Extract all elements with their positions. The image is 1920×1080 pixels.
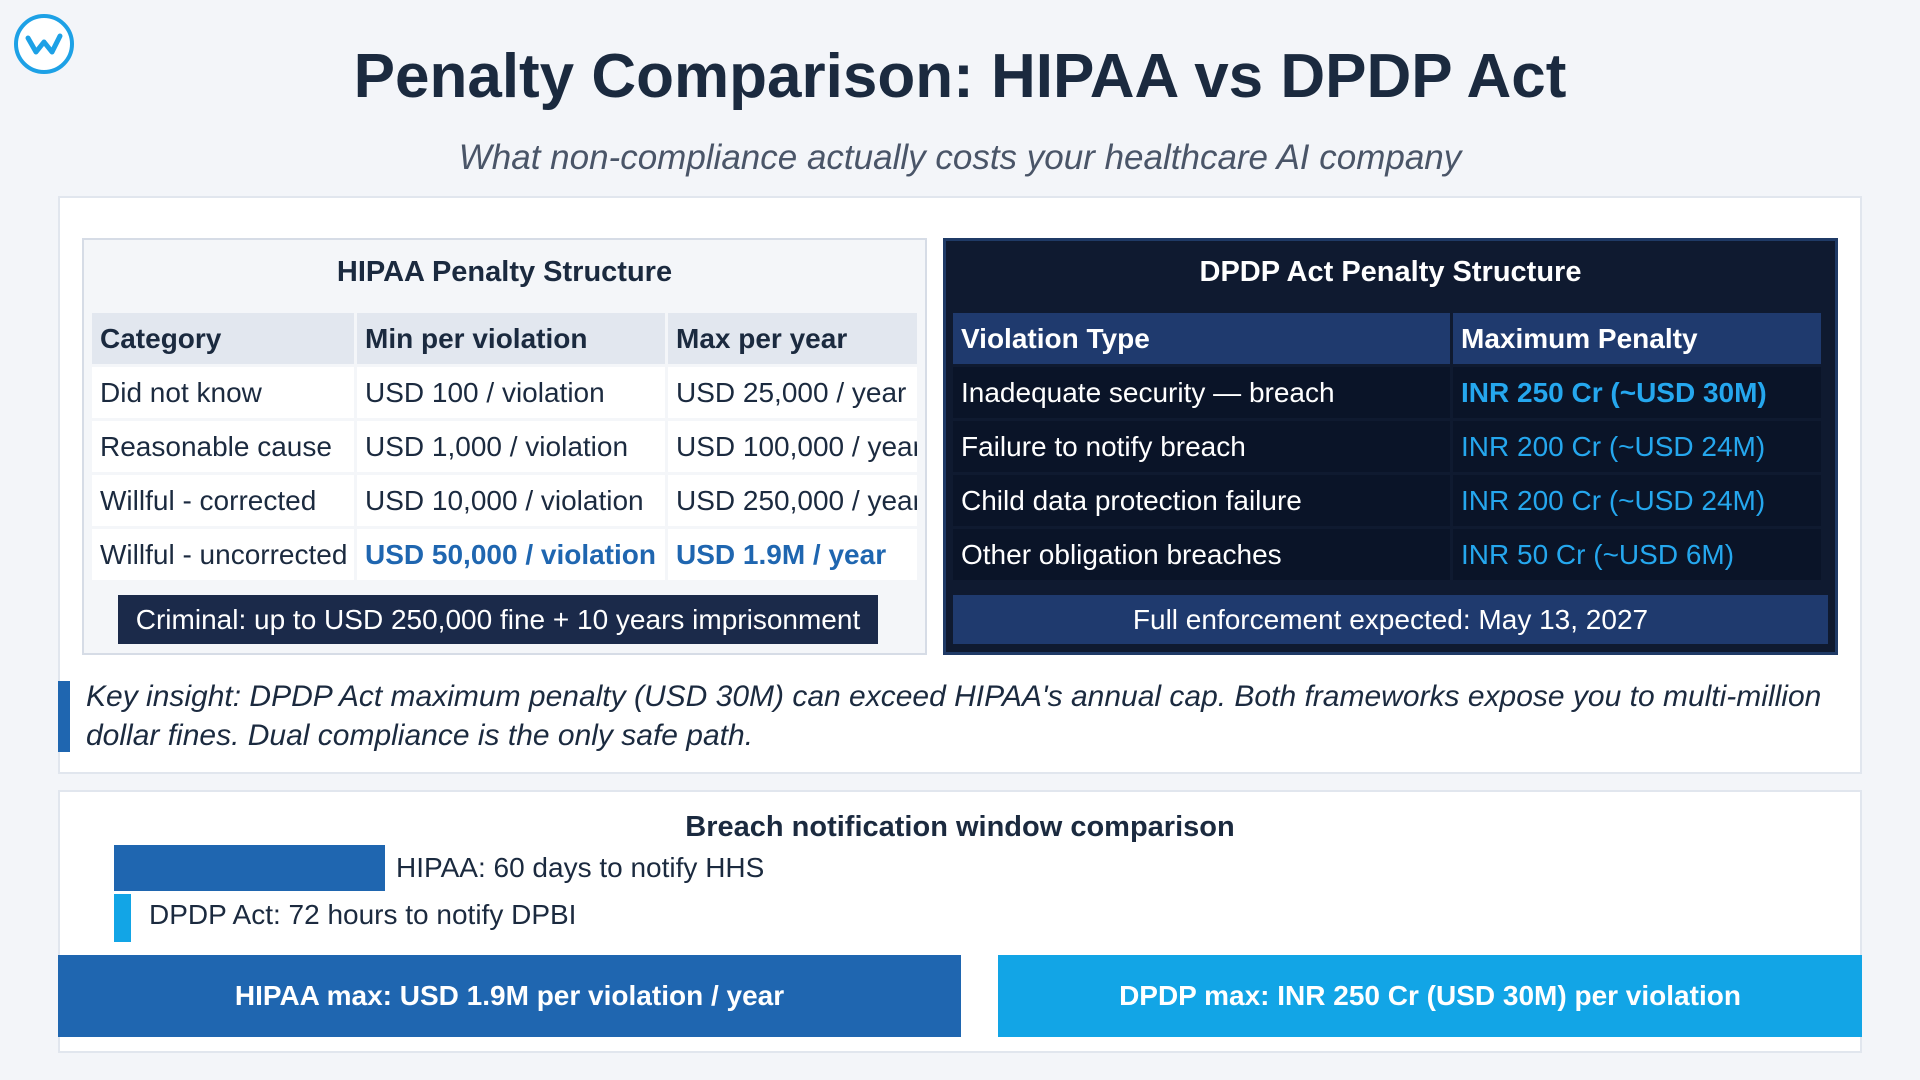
dpdp-note: Full enforcement expected: May 13, 2027	[953, 595, 1828, 644]
table-cell: USD 50,000 / violation	[357, 529, 665, 580]
column-header: Max per year	[668, 313, 917, 364]
breach-title: Breach notification window comparison	[685, 810, 1235, 843]
table-cell: Reasonable cause	[92, 421, 354, 472]
column-header: Category	[92, 313, 354, 364]
table-cell: USD 1,000 / violation	[357, 421, 665, 472]
column-header: Maximum Penalty	[1453, 313, 1821, 364]
table-cell: Inadequate security — breach	[953, 367, 1450, 418]
table-cell: Willful - corrected	[92, 475, 354, 526]
table-cell: INR 250 Cr (~USD 30M)	[1453, 367, 1821, 418]
dpdp-table: Violation Type Maximum Penalty Inadequate …	[950, 310, 1824, 583]
hipaa-note: Criminal: up to USD 250,000 fine + 10 ye…	[118, 595, 878, 644]
table-cell: Failure to notify breach	[953, 421, 1450, 472]
dpdp-window-bar	[114, 894, 131, 942]
hipaa-title: HIPAA Penalty Structure	[336, 255, 673, 288]
breach-item: DPDP Act: 72 hours to notify DPBI	[149, 899, 577, 930]
table-row: Willful - uncorrected USD 50,000 / violat…	[92, 529, 917, 580]
title: Penalty Comparison: HIPAA vs DPDP Act	[353, 41, 1567, 111]
insight: Key insight: DPDP Act maximum penalty (U…	[86, 680, 1822, 752]
table-cell: USD 100 / violation	[357, 367, 665, 418]
table-cell: INR 200 Cr (~USD 24M)	[1453, 421, 1821, 472]
table-cell: USD 10,000 / violation	[357, 475, 665, 526]
table-row: Reasonable cause USD 1,000 / violation USD…	[92, 421, 917, 472]
table-row: Failure to notify breach INR 200 Cr (~USD…	[953, 421, 1821, 472]
insight-bar	[58, 681, 70, 752]
table-cell: USD 100,000 / year	[668, 421, 917, 472]
table-cell: Did not know	[92, 367, 354, 418]
table-cell: INR 200 Cr (~USD 24M)	[1453, 475, 1821, 526]
logo	[14, 14, 74, 74]
dpdp-title: DPDP Act Penalty Structure	[1199, 255, 1582, 288]
subtitle: What non-compliance actually costs your …	[458, 138, 1462, 177]
hipaa-table: Category Min per violation Max per year Did…	[89, 310, 920, 583]
table-row: Other obligation breaches INR 50 Cr (~USD…	[953, 529, 1821, 580]
table-row: Child data protection failure INR 200 Cr …	[953, 475, 1821, 526]
summary-dpdp: DPDP max: INR 250 Cr (USD 30M) per viola…	[998, 955, 1862, 1037]
table-cell: INR 50 Cr (~USD 6M)	[1453, 529, 1821, 580]
table-cell: USD 25,000 / year	[668, 367, 917, 418]
table-cell: Child data protection failure	[953, 475, 1450, 526]
breach-item: HIPAA: 60 days to notify HHS	[396, 852, 765, 883]
table-row: Willful - corrected USD 10,000 / violatio…	[92, 475, 917, 526]
table-cell: Other obligation breaches	[953, 529, 1450, 580]
header-row: Violation Type Maximum Penalty	[953, 313, 1821, 364]
column-header: Min per violation	[357, 313, 665, 364]
column-header: Violation Type	[953, 313, 1450, 364]
table-cell: Willful - uncorrected	[92, 529, 354, 580]
header-row: Category Min per violation Max per year	[92, 313, 917, 364]
table-cell: USD 250,000 / year	[668, 475, 917, 526]
table-cell: USD 1.9M / year	[668, 529, 917, 580]
table-row: Did not know USD 100 / violation USD 25,00…	[92, 367, 917, 418]
table-row: Inadequate security — breach INR 250 Cr (…	[953, 367, 1821, 418]
hipaa-window-bar	[114, 845, 385, 891]
summary-hipaa: HIPAA max: USD 1.9M per violation / year	[58, 955, 961, 1037]
